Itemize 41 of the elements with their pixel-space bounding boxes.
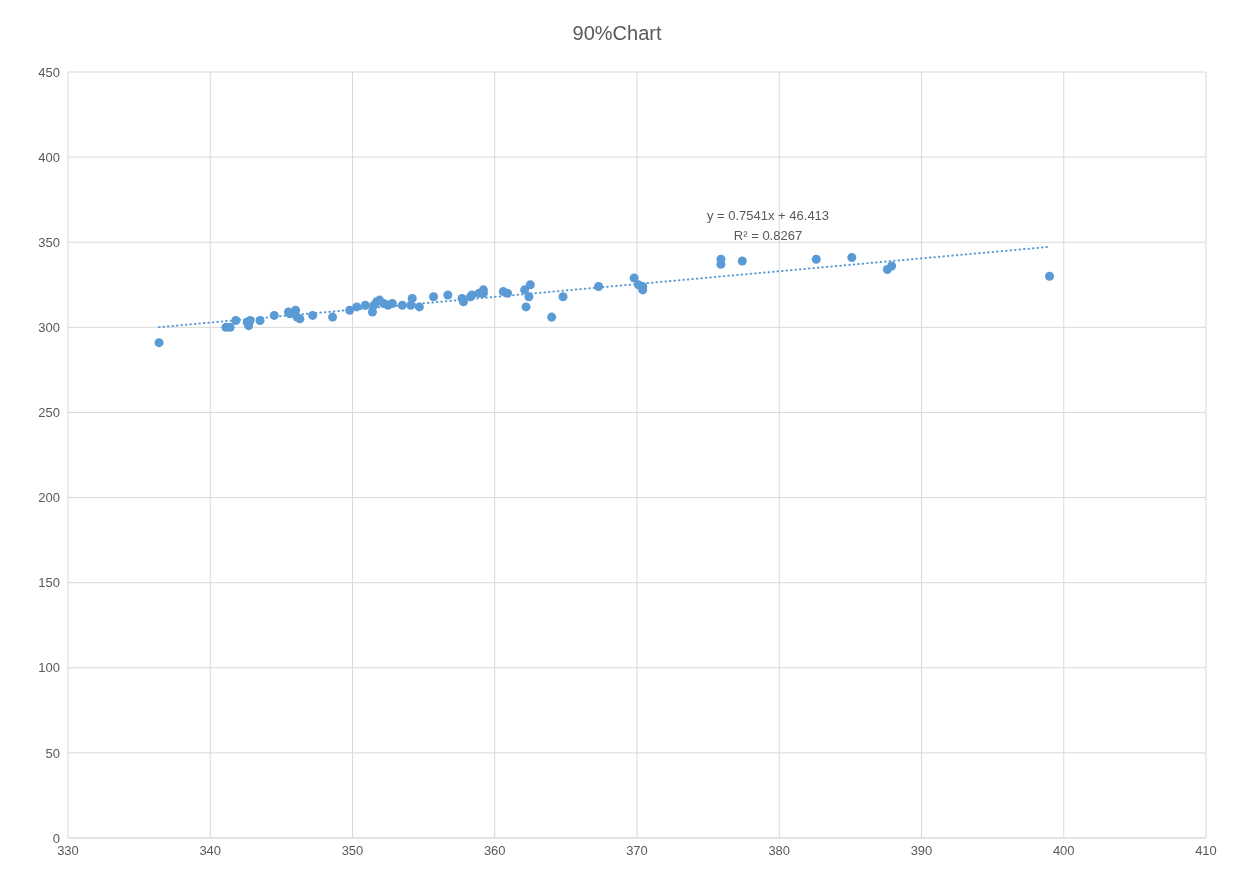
x-tick-label: 370 (626, 843, 648, 859)
y-tick-label: 0 (52, 830, 60, 846)
x-tick-label: 390 (910, 843, 933, 859)
x-tick-label: 360 (483, 843, 506, 859)
x-tick-label: 410 (1195, 843, 1217, 859)
point (547, 312, 557, 322)
point (558, 292, 568, 302)
x-tick-label: 400 (1052, 843, 1075, 859)
point (429, 292, 439, 302)
point (629, 273, 639, 283)
y-tick-label: 100 (38, 660, 60, 676)
point (328, 312, 338, 322)
x-tick-label: 350 (341, 843, 364, 859)
y-tick-label: 350 (38, 234, 60, 250)
x-tick-label: 380 (768, 843, 791, 859)
point (1045, 271, 1055, 281)
y-tick-label: 150 (38, 575, 60, 591)
point (811, 254, 821, 264)
x-tick-label: 330 (57, 843, 79, 859)
x-tick-label: 340 (199, 843, 222, 859)
chart-title: 90%Chart (571, 22, 663, 45)
y-tick-label: 400 (38, 149, 60, 165)
point (269, 310, 279, 320)
point (521, 302, 531, 312)
point (414, 302, 424, 312)
annotation: R² = 0.8267 (732, 227, 804, 245)
y-tick-label: 250 (38, 405, 60, 421)
point (737, 256, 747, 266)
point (308, 310, 318, 320)
point (154, 338, 164, 348)
annotation: y = 0.7541x + 46.413 (705, 207, 831, 225)
point (847, 253, 857, 263)
point (407, 293, 417, 303)
y-tick-label: 200 (38, 490, 60, 506)
point (443, 290, 453, 300)
point (387, 299, 397, 309)
y-tick-label: 50 (45, 745, 60, 761)
y-tick-label: 450 (38, 64, 60, 80)
point (525, 280, 535, 290)
point (887, 261, 897, 271)
y-tick-label: 300 (38, 319, 60, 335)
